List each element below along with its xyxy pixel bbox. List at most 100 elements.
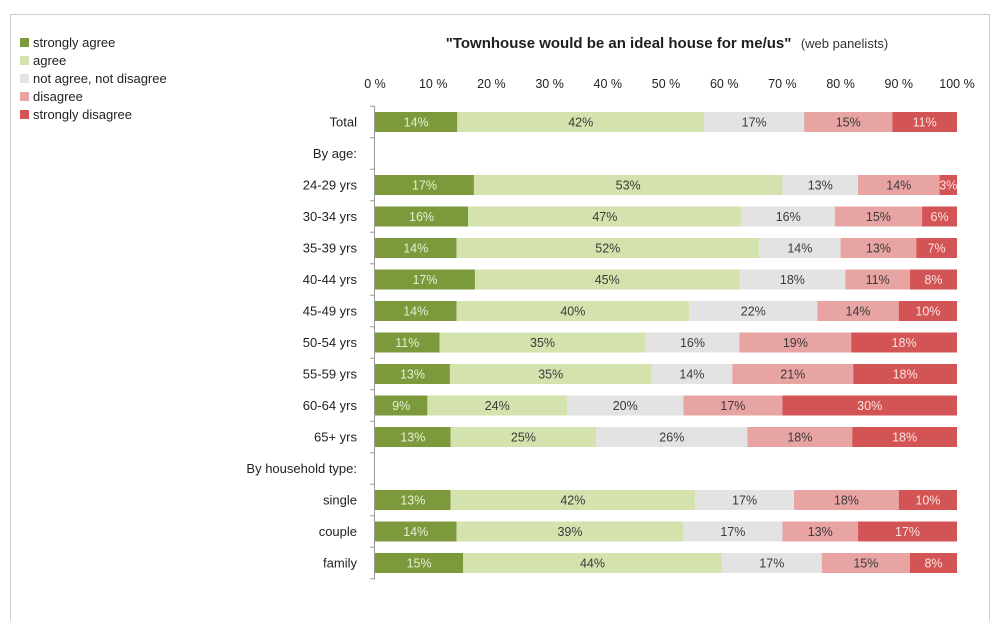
data-label: 17% <box>720 525 745 539</box>
bar-segment <box>804 112 893 132</box>
bar-segment <box>457 112 705 132</box>
bar-segment <box>782 521 859 542</box>
bar-segment <box>689 301 818 321</box>
category-label: 40-44 yrs <box>303 272 358 287</box>
bar-segment <box>817 301 899 321</box>
data-label: 8% <box>924 557 942 571</box>
bar-segment <box>840 238 917 258</box>
data-label: 18% <box>892 336 917 350</box>
bar-segment <box>892 112 957 132</box>
group-header-label: By age: <box>313 146 357 161</box>
data-label: 13% <box>808 525 833 539</box>
category-label: 30-34 yrs <box>303 209 358 224</box>
bar-segment <box>375 427 451 447</box>
bar-segment <box>375 269 475 290</box>
bar-segment <box>596 427 748 447</box>
data-label: 15% <box>853 557 878 571</box>
chart-title-sub: (web panelists) <box>801 36 888 51</box>
x-tick-label: 0 % <box>364 77 386 91</box>
category-label: 24-29 yrs <box>303 178 358 193</box>
x-tick-label: 100 % <box>939 77 974 91</box>
bar-segment <box>427 395 568 416</box>
chart-title-main: "Townhouse would be an ideal house for m… <box>446 35 792 52</box>
legend-label: agree <box>33 53 66 68</box>
data-label: 10% <box>915 305 940 319</box>
data-label: 18% <box>892 431 917 445</box>
bar-segment <box>922 206 957 227</box>
data-label: 6% <box>931 210 949 224</box>
data-label: 13% <box>400 368 425 382</box>
data-label: 17% <box>759 557 784 571</box>
data-label: 40% <box>560 305 585 319</box>
data-label: 22% <box>741 305 766 319</box>
data-label: 17% <box>412 273 437 287</box>
data-label: 20% <box>613 399 638 413</box>
bar-segment <box>695 490 795 510</box>
data-label: 13% <box>400 494 425 508</box>
legend-swatch <box>20 74 29 83</box>
bar-rows: Total 14% 42% 17% 15% 11% By age: 24-29 yrs 17% 5… <box>246 112 957 573</box>
bar-segment <box>704 112 805 132</box>
bar-segment <box>651 364 733 384</box>
x-tick-label: 40 % <box>594 77 623 91</box>
frame-border-top <box>10 14 990 15</box>
data-label: 24% <box>485 399 510 413</box>
bar-segment <box>449 364 652 384</box>
bar-segment <box>456 238 760 258</box>
x-tick-label: 90 % <box>885 77 914 91</box>
bar-segment <box>375 521 457 542</box>
category-label: 65+ yrs <box>314 430 357 445</box>
legend-label: strongly agree <box>33 35 115 50</box>
category-label: couple <box>319 524 357 539</box>
bar-segment <box>898 490 957 510</box>
data-label: 18% <box>787 431 812 445</box>
data-label: 17% <box>732 494 757 508</box>
bar-segment <box>739 269 846 290</box>
data-label: 13% <box>808 179 833 193</box>
data-label: 42% <box>568 116 593 130</box>
bar-segment <box>909 553 957 573</box>
bar-segment <box>375 175 474 195</box>
data-label: 19% <box>783 336 808 350</box>
data-label: 3% <box>939 179 957 193</box>
bar-segment <box>845 269 910 290</box>
bar-segment <box>721 553 822 573</box>
data-label: 39% <box>557 525 582 539</box>
bar-segment <box>683 521 783 542</box>
x-tick-label: 80 % <box>826 77 855 91</box>
bar-segment <box>450 490 696 510</box>
data-label: 14% <box>403 305 428 319</box>
bar-segment <box>456 521 684 542</box>
data-label: 17% <box>412 179 437 193</box>
y-axis <box>370 105 375 580</box>
data-label: 14% <box>404 116 429 130</box>
bar-segment <box>683 395 783 416</box>
bar-segment <box>375 332 440 353</box>
data-label: 8% <box>924 273 942 287</box>
data-label: 9% <box>392 399 410 413</box>
data-label: 17% <box>720 399 745 413</box>
data-label: 53% <box>616 179 641 193</box>
bar-segment <box>645 332 740 353</box>
frame-border-right <box>989 14 990 621</box>
data-label: 13% <box>866 242 891 256</box>
bar-segment <box>456 301 690 321</box>
data-label: 18% <box>834 494 859 508</box>
data-label: 21% <box>780 368 805 382</box>
data-label: 13% <box>400 431 425 445</box>
data-label: 11% <box>866 273 890 287</box>
data-label: 14% <box>787 242 812 256</box>
bar-segment <box>463 553 722 573</box>
category-label: 60-64 yrs <box>303 398 358 413</box>
bar-segment <box>450 427 597 447</box>
data-label: 44% <box>580 557 605 571</box>
data-label: 45% <box>595 273 620 287</box>
bar-segment <box>782 395 957 416</box>
data-label: 42% <box>560 494 585 508</box>
data-label: 14% <box>403 525 428 539</box>
bar-segment <box>375 553 464 573</box>
data-label: 14% <box>403 242 428 256</box>
bar-segment <box>375 206 469 227</box>
legend-swatch <box>20 92 29 101</box>
